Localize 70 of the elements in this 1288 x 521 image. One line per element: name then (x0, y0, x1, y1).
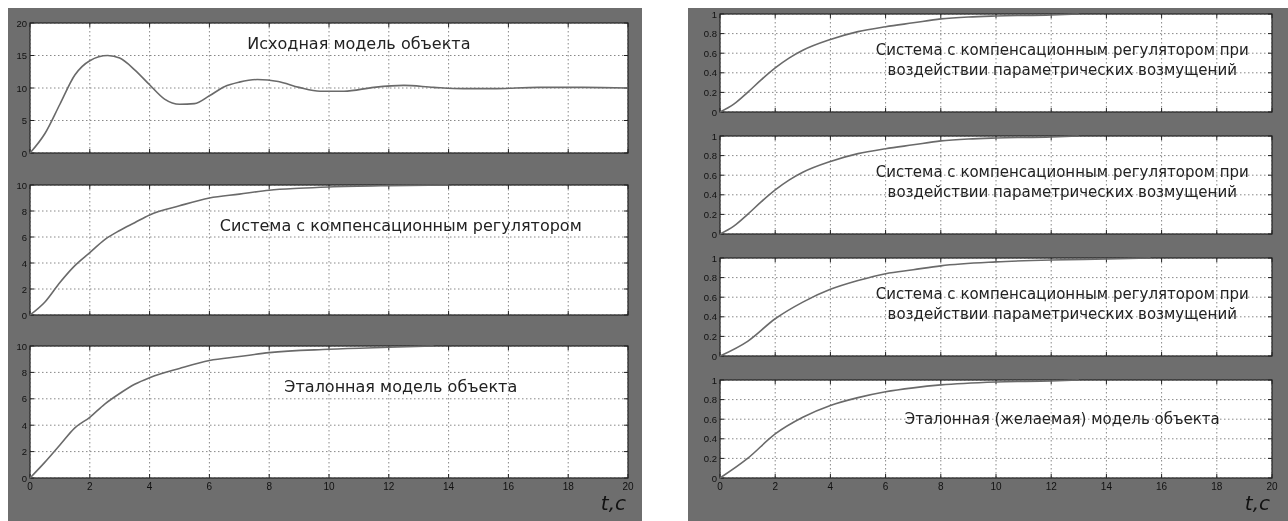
y-tick-label: 4 (21, 419, 27, 431)
y-tick-label: 0 (711, 350, 717, 362)
x-tick-label: 12 (1045, 481, 1058, 492)
x-tick-label: 2 (87, 481, 94, 492)
x-tick-label: 14 (443, 481, 455, 492)
y-tick-label: 0.2 (703, 86, 717, 98)
x-tick-label: 20 (622, 481, 634, 492)
y-tick-label: 6 (21, 393, 27, 405)
y-tick-label: 0.8 (703, 394, 717, 406)
y-tick-label: 0 (711, 472, 717, 484)
x-tick-label: 6 (882, 481, 889, 492)
y-tick-label: 1 (711, 252, 717, 264)
y-tick-label: 0.4 (703, 189, 717, 201)
y-tick-label: 0 (21, 147, 27, 159)
y-tick-label: 0.4 (703, 67, 717, 79)
y-tick-label: 0.4 (703, 433, 717, 445)
x-tick-label: 14 (1100, 481, 1113, 492)
x-tick-label: 16 (1156, 481, 1168, 492)
text: Система с компенсационным регулятором (219, 215, 582, 235)
y-tick-label: 0.6 (703, 413, 717, 425)
x-tick-label: 18 (562, 481, 575, 492)
text: Система с компенсационным регулятором при воздействии параметрических возмущений (875, 285, 1249, 324)
y-tick-label: 0 (711, 106, 717, 118)
y-tick-label: 0.4 (703, 311, 717, 323)
y-tick-label: 2 (21, 283, 27, 295)
y-tick-label: 0.6 (703, 291, 717, 303)
y-tick-label: 8 (21, 205, 27, 217)
x-tick-label: 18 (1211, 481, 1223, 492)
x-tick-label: 6 (206, 481, 213, 492)
text: Система с компенсационным регулятором при воздействии параметрических возмущений (875, 163, 1249, 202)
x-tick-label: 12 (383, 481, 395, 492)
y-tick-label: 15 (16, 50, 27, 61)
y-tick-label: 1 (711, 374, 717, 386)
y-tick-label: 0.8 (703, 150, 717, 162)
y-tick-label: 0 (21, 472, 27, 484)
y-tick-label: 0.6 (703, 47, 717, 59)
y-tick-label: 0 (21, 309, 27, 321)
y-tick-label: 0.8 (703, 28, 717, 40)
y-tick-label: 10 (16, 82, 27, 94)
text: Исходная модель объекта (247, 34, 471, 53)
y-tick-label: 0.8 (703, 272, 717, 284)
y-tick-label: 10 (16, 340, 27, 352)
y-tick-label: 5 (21, 115, 27, 126)
x-tick-label: 16 (502, 481, 515, 492)
y-tick-label: 0.6 (703, 169, 717, 181)
y-tick-label: 10 (16, 179, 27, 191)
x-tick-label: 10 (323, 481, 335, 492)
y-tick-label: 8 (21, 366, 27, 378)
y-tick-label: 20 (16, 17, 27, 29)
y-tick-label: 0.2 (703, 330, 717, 342)
x-tick-label: 4 (146, 481, 153, 492)
y-tick-label: 0.2 (703, 452, 717, 464)
x-tick-label: 4 (827, 481, 834, 492)
y-tick-label: 2 (21, 446, 27, 458)
y-tick-label: 0.2 (703, 208, 717, 220)
y-tick-label: 0 (711, 228, 717, 240)
y-tick-label: 1 (711, 8, 717, 20)
x-tick-label: 10 (990, 481, 1002, 492)
text: Эталонная (желаемая) модель объекта (904, 410, 1220, 429)
y-tick-label: 1 (711, 130, 717, 142)
x-tick-label: 20 (1266, 481, 1278, 492)
x-axis-title: t,c (1244, 491, 1270, 515)
x-tick-label: 2 (772, 481, 779, 492)
x-axis-title: t,c (600, 491, 626, 515)
y-tick-label: 4 (21, 257, 27, 269)
x-tick-label: 8 (938, 481, 945, 492)
text: Эталонная модель объекта (284, 377, 518, 397)
y-tick-label: 6 (21, 231, 27, 243)
x-tick-label: 8 (266, 481, 273, 492)
text: Система с компенсационным регулятором при воздействии параметрических возмущений (875, 41, 1249, 80)
